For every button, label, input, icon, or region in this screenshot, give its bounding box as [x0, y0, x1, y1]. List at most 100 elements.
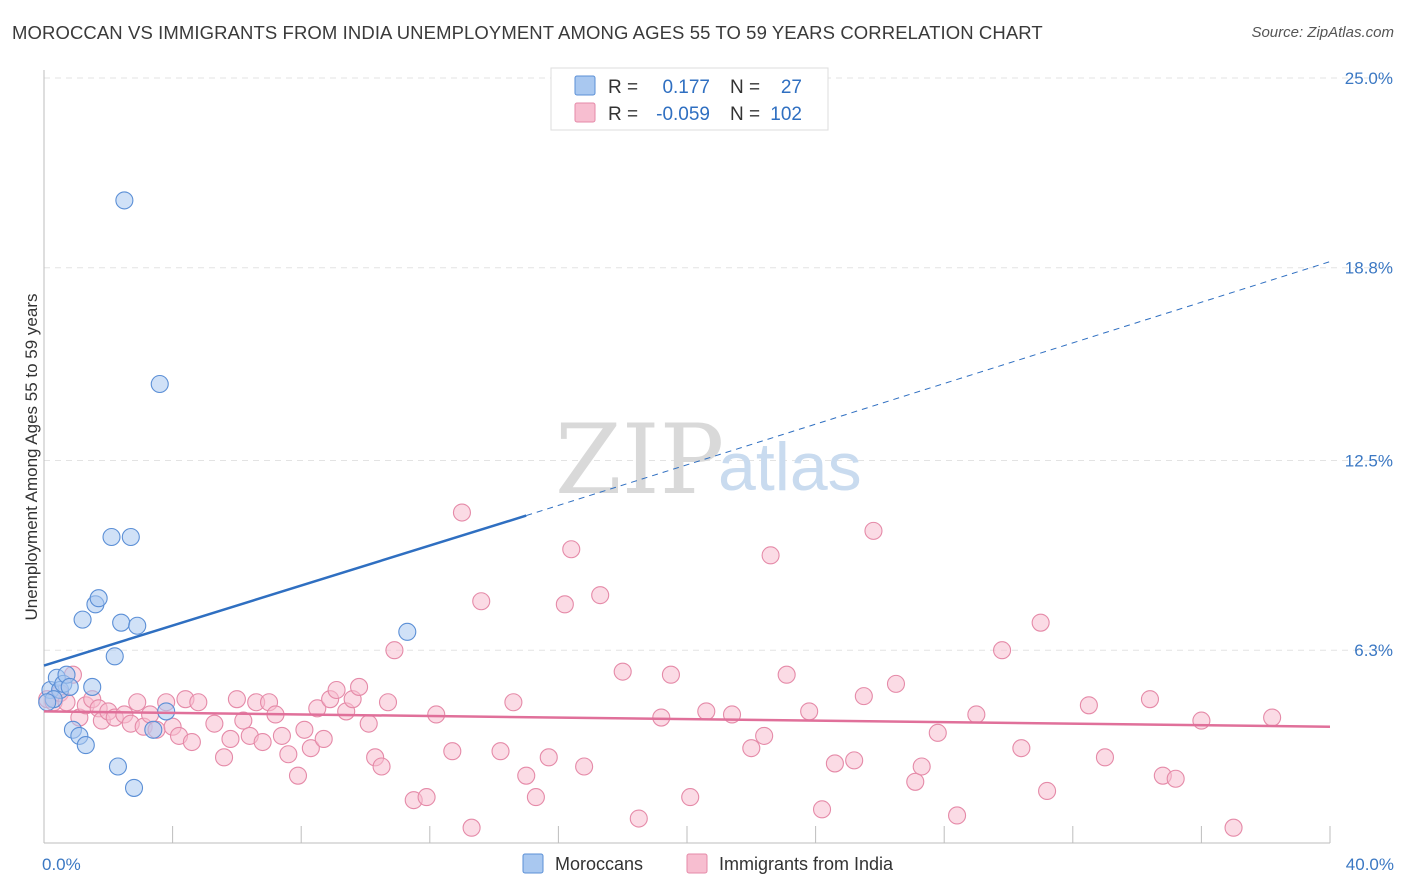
point-india — [372, 757, 391, 776]
point-india — [253, 732, 272, 752]
trend-line-india — [43, 710, 1331, 728]
point-moroccans — [76, 736, 95, 755]
point-india — [993, 641, 1012, 660]
point-india — [272, 726, 291, 745]
legend-r-value-moroccans: 0.177 — [662, 77, 710, 98]
point-moroccans — [115, 191, 134, 210]
point-moroccans — [60, 677, 79, 696]
bottom-legend-label-india: Immigrants from India — [719, 854, 894, 874]
legend-r-label-india: R = — [608, 104, 638, 125]
point-india — [462, 818, 481, 837]
chart-title: MOROCCAN VS IMMIGRANTS FROM INDIA UNEMPL… — [12, 22, 1043, 43]
point-india — [1192, 711, 1211, 730]
y-tick-label: 18.8% — [1345, 259, 1393, 278]
point-india — [555, 595, 574, 614]
legend-n-value-india: 102 — [770, 104, 802, 125]
point-india — [472, 592, 491, 611]
point-india — [1095, 748, 1114, 767]
legend-r-value-india: -0.059 — [656, 104, 710, 125]
legend-n-label-india: N = — [730, 104, 760, 125]
point-india — [526, 788, 545, 807]
point-india — [906, 772, 925, 791]
point-moroccans — [38, 693, 57, 712]
point-india — [1166, 769, 1185, 788]
point-moroccans — [73, 610, 92, 629]
point-india — [227, 690, 246, 709]
point-india — [189, 693, 208, 712]
legend-swatch-moroccans — [574, 75, 596, 96]
point-india — [1263, 708, 1282, 727]
x-tick-label-max: 40.0% — [1346, 855, 1394, 874]
point-india — [948, 806, 967, 825]
point-india — [886, 674, 906, 693]
point-india — [327, 680, 346, 700]
point-india — [562, 540, 581, 559]
point-india — [755, 726, 774, 745]
point-moroccans — [83, 677, 102, 696]
legend-frame — [550, 67, 829, 131]
point-india — [539, 748, 558, 767]
point-india — [417, 788, 436, 807]
point-india — [854, 687, 873, 706]
point-india — [845, 751, 864, 770]
point-india — [279, 745, 298, 764]
point-moroccans — [112, 613, 131, 632]
point-india — [1012, 739, 1031, 758]
y-tick-label: 25.0% — [1345, 69, 1393, 88]
source-label: Source: ZipAtlas.com — [1251, 24, 1394, 41]
point-india — [308, 699, 327, 718]
point-india — [864, 521, 883, 540]
point-moroccans — [144, 720, 163, 739]
point-india — [1224, 818, 1243, 837]
point-india — [141, 705, 160, 724]
point-india — [301, 739, 320, 758]
correlation-legend: R = 0.177 N = 27 R = -0.059 N = 102 — [550, 67, 829, 131]
point-india — [697, 702, 716, 721]
point-india — [295, 720, 314, 739]
point-moroccans — [105, 647, 124, 666]
point-moroccans — [124, 778, 144, 797]
point-india — [928, 723, 947, 742]
trend-line-moroccans — [43, 514, 527, 667]
point-moroccans — [398, 622, 417, 641]
point-india — [288, 766, 308, 785]
point-india — [350, 677, 369, 696]
y-tick-label: 6.3% — [1354, 641, 1393, 660]
legend-n-label-moroccans: N = — [730, 77, 760, 98]
trend-line-moroccans-extension — [526, 261, 1331, 517]
legend-swatch-india — [574, 102, 596, 123]
point-india — [591, 586, 610, 605]
point-moroccans — [128, 616, 147, 635]
bottom-legend-label-moroccans: Moroccans — [555, 854, 643, 874]
point-moroccans — [121, 527, 140, 547]
point-india — [427, 705, 446, 724]
point-india — [1031, 613, 1050, 632]
watermark-zip: ZIP — [555, 404, 724, 516]
point-india — [385, 641, 404, 660]
point-moroccans — [102, 527, 121, 547]
point-india — [221, 729, 240, 749]
point-india — [452, 503, 472, 522]
y-tick-labels: 6.3% 12.5% 18.8% 25.0% — [1345, 69, 1393, 660]
point-moroccans — [89, 589, 108, 608]
point-moroccans — [108, 757, 127, 776]
point-india — [214, 748, 234, 767]
point-india — [359, 714, 378, 733]
point-india — [800, 702, 819, 721]
watermark: ZIP atlas — [555, 404, 862, 516]
point-india — [314, 729, 333, 749]
point-moroccans — [157, 702, 176, 721]
x-tick-label-min: 0.0% — [42, 855, 81, 874]
point-india — [1038, 781, 1057, 801]
point-india — [812, 800, 832, 819]
point-india — [967, 705, 986, 724]
series-legend: Moroccans Immigrants from India — [522, 853, 894, 874]
axes — [43, 70, 1331, 844]
point-india — [234, 711, 253, 730]
point-india — [613, 662, 632, 681]
point-india — [182, 732, 201, 752]
point-india — [912, 757, 931, 776]
bottom-legend-swatch-moroccans — [522, 853, 544, 874]
x-tick-labels: 0.0% 40.0% — [42, 855, 1394, 874]
